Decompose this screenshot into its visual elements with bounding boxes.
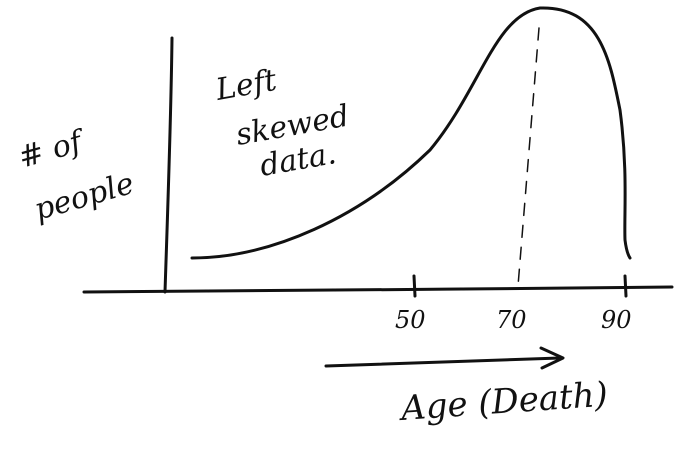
y-axis-label-line-1: # of <box>15 123 91 176</box>
x-axis-label: Age (Death) <box>397 375 609 430</box>
tick-mark-50 <box>412 274 417 298</box>
tick-label-90: 90 <box>601 306 632 334</box>
x-axis-line <box>82 285 674 294</box>
distribution-curve <box>190 6 632 260</box>
age-arrow-head <box>539 346 565 370</box>
mode-dashed-line <box>517 27 540 287</box>
tick-mark-90 <box>623 274 628 298</box>
age-arrow-shaft <box>324 356 562 368</box>
y-axis-label-line-2: people <box>31 166 138 228</box>
tick-label-50: 50 <box>395 306 426 334</box>
tick-label-70: 70 <box>496 306 527 334</box>
annotation-line-1: Left <box>212 63 280 108</box>
y-axis-line <box>163 36 174 294</box>
